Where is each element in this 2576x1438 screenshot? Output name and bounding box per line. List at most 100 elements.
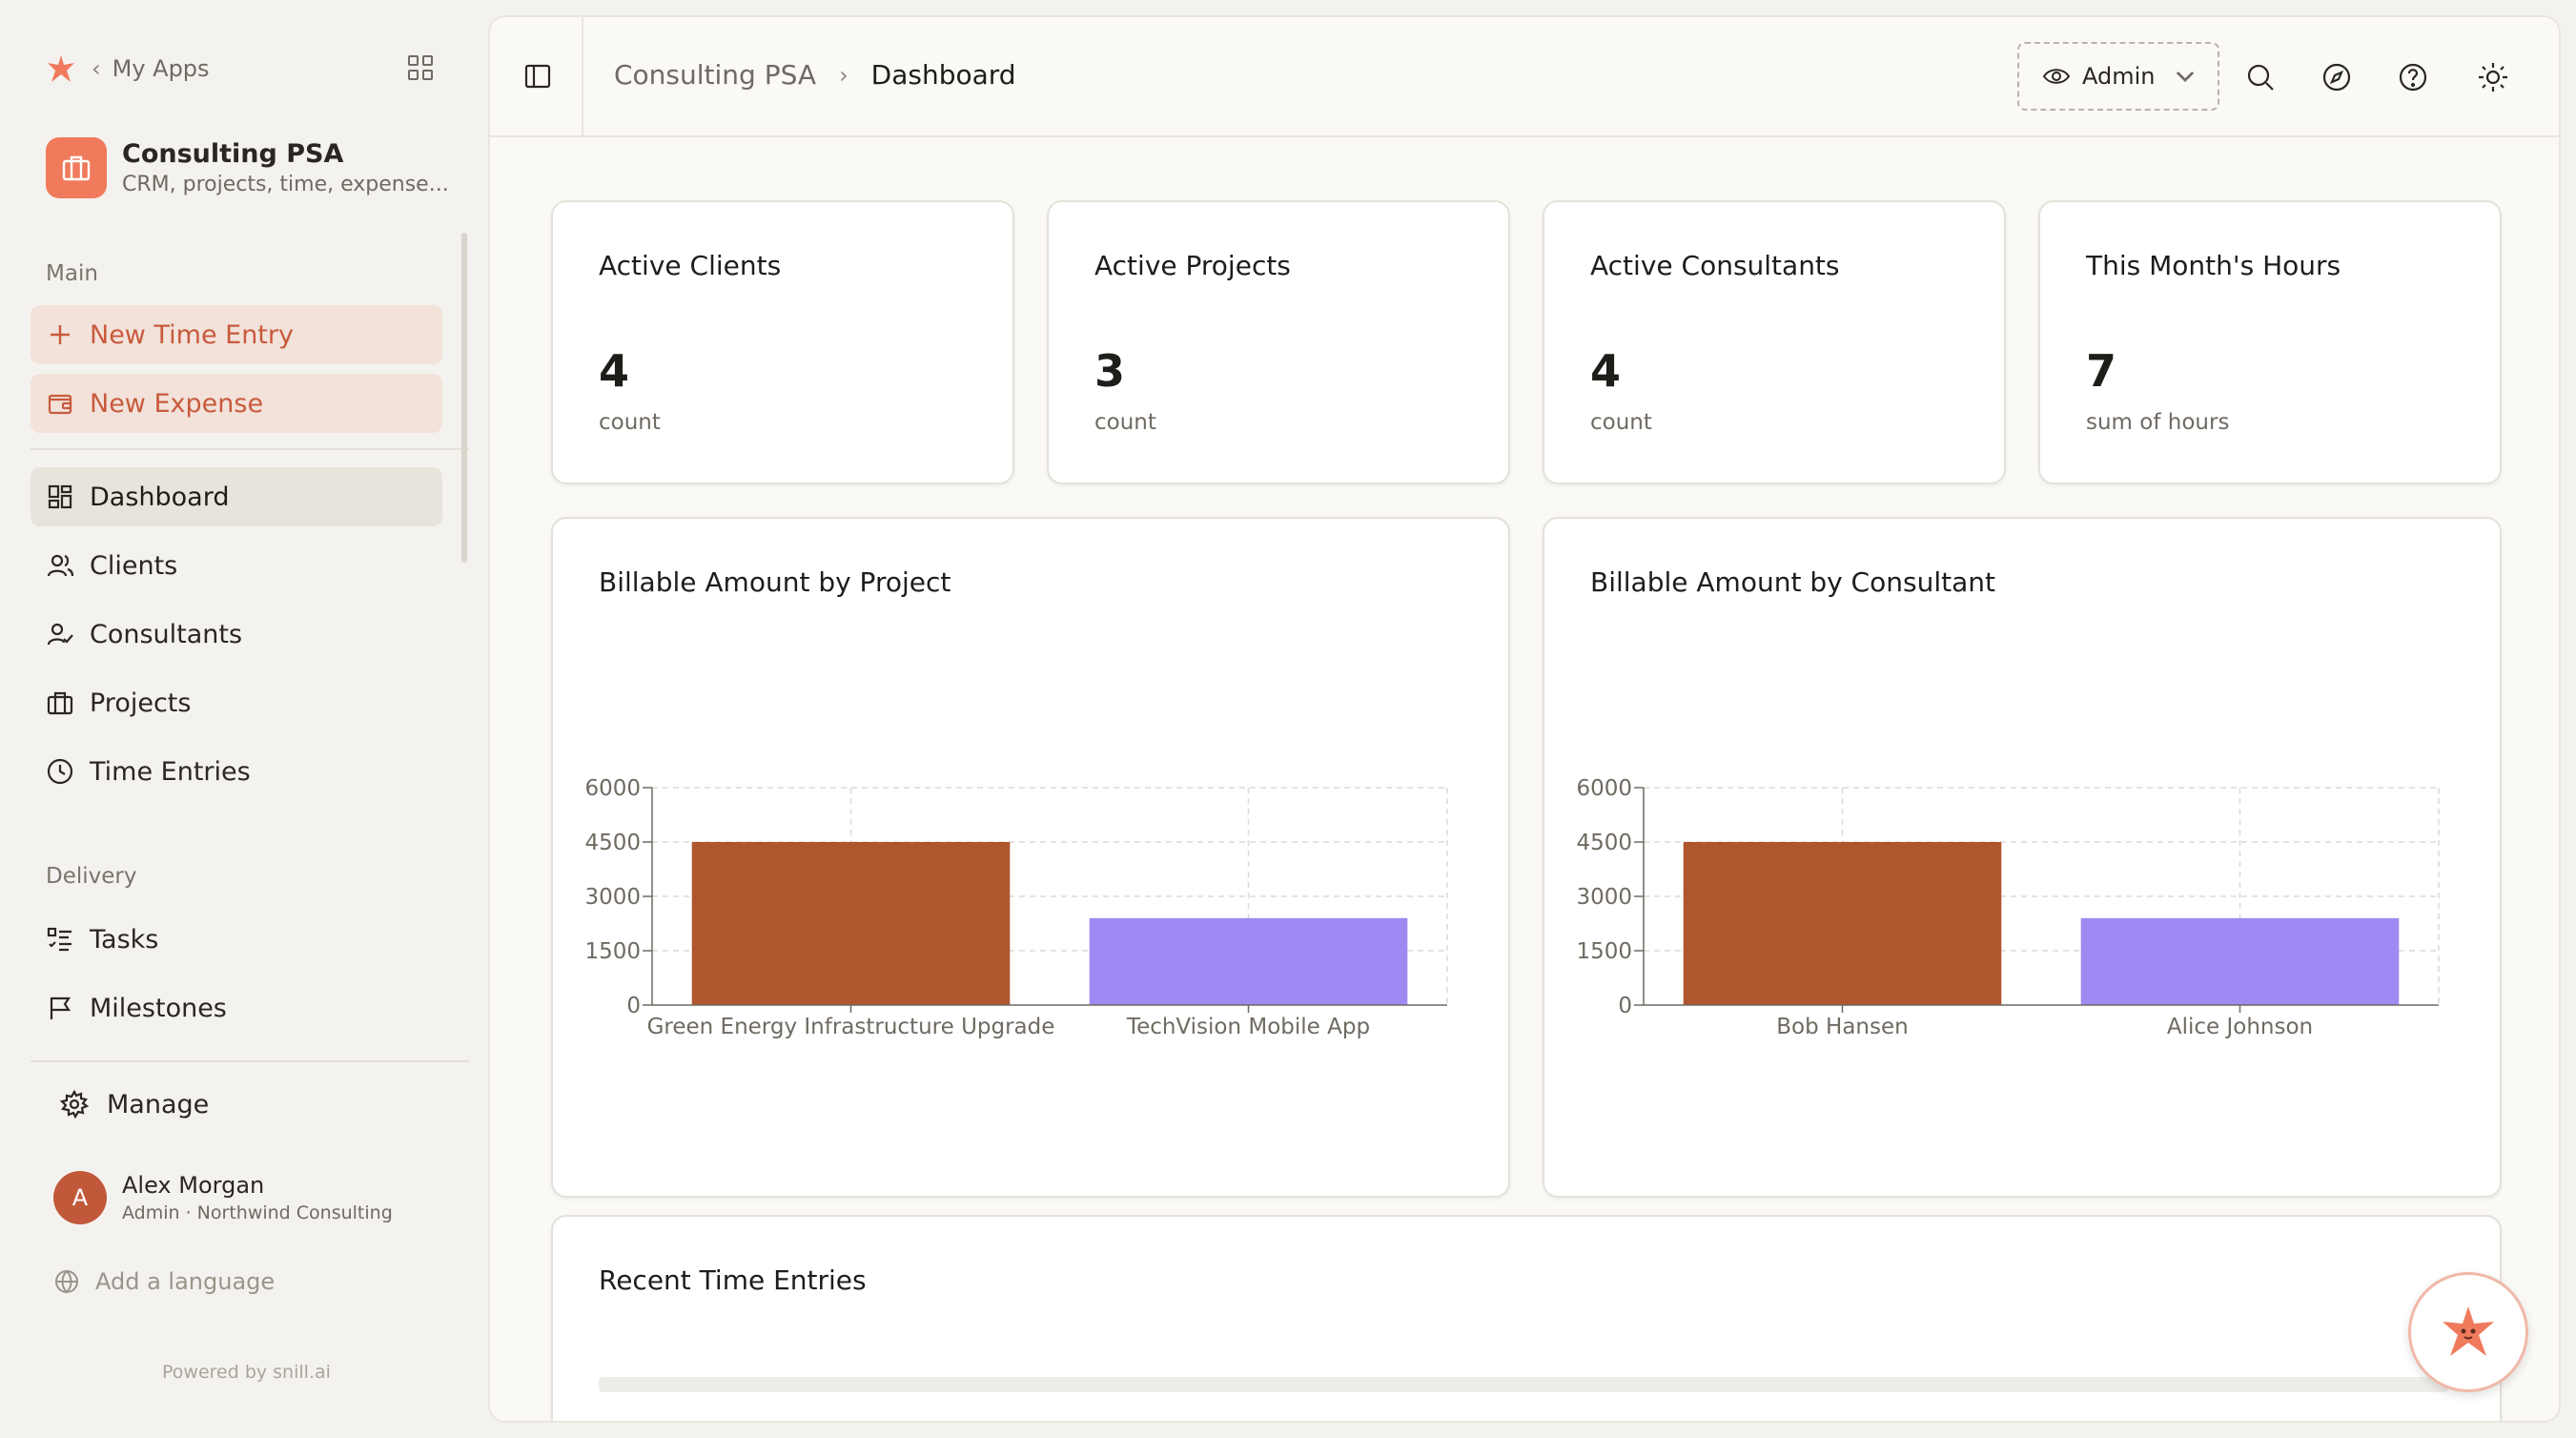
section-label-main: Main [46, 261, 98, 286]
app-subtitle: CRM, projects, time, expense... [122, 173, 449, 196]
avatar: A [53, 1171, 107, 1224]
powered-by[interactable]: Powered by snill.ai [162, 1362, 331, 1383]
help-icon[interactable] [2397, 61, 2429, 93]
sidebar-scrollbar[interactable] [461, 233, 467, 563]
header-divider [582, 17, 583, 137]
table-header-placeholder [599, 1377, 2448, 1392]
sidebar-item-clients[interactable]: Clients [31, 536, 442, 595]
x-tick-label: TechVision Mobile App [1126, 1015, 1370, 1039]
kpi-value: 4 [1590, 345, 1622, 397]
kpi-card-active-clients: Active Clients 4 count [551, 200, 1014, 484]
kpi-unit: sum of hours [2086, 410, 2230, 435]
snill-logo-icon [48, 55, 74, 82]
add-language-label: Add a language [95, 1268, 276, 1295]
manage-label: Manage [107, 1089, 210, 1120]
sidebar-item-label: Consultants [90, 619, 243, 649]
breadcrumb-app[interactable]: Consulting PSA [614, 59, 817, 91]
kpi-card-active-consultants: Active Consultants 4 count [1543, 200, 2006, 484]
sidebar-item-milestones[interactable]: Milestones [31, 978, 442, 1037]
chart-card-by-consultant: Billable Amount by Consultant 0 1500 3000 4… [1543, 517, 2502, 1198]
clock-icon [47, 758, 73, 785]
compass-icon[interactable] [2320, 61, 2353, 93]
user-role: Admin · Northwind Consulting [122, 1202, 393, 1223]
sidebar-item-dashboard[interactable]: Dashboard [31, 467, 442, 526]
y-tick-label: 6000 [1576, 776, 1632, 801]
y-tick-label: 0 [1618, 994, 1632, 1018]
user-check-icon [47, 623, 73, 646]
manage-button[interactable]: Manage [59, 1089, 209, 1120]
bar [1089, 917, 1408, 1005]
my-apps-label: My Apps [112, 55, 210, 82]
bar [691, 842, 1011, 1005]
sidebar-item-tasks[interactable]: Tasks [31, 910, 442, 969]
wallet-icon [48, 394, 72, 415]
kpi-unit: count [1094, 410, 1156, 435]
dashboard-icon [48, 484, 72, 509]
y-tick-label: 1500 [1576, 939, 1632, 964]
divider [31, 1060, 469, 1062]
y-tick-label: 6000 [584, 776, 641, 801]
kpi-title: This Month's Hours [2086, 250, 2341, 281]
kpi-value: 7 [2086, 345, 2117, 397]
chevron-right-icon: › [839, 61, 848, 89]
new-expense-label: New Expense [90, 388, 264, 419]
sidebar-item-consultants[interactable]: Consultants [31, 605, 442, 664]
briefcase-app-icon [46, 137, 107, 198]
chart-title: Billable Amount by Project [599, 566, 951, 598]
sun-icon[interactable] [2477, 61, 2509, 93]
app-title: Consulting PSA [122, 139, 344, 169]
role-selector[interactable]: Admin [2017, 42, 2219, 111]
x-tick-label: Bob Hansen [1776, 1015, 1908, 1039]
my-apps-link[interactable]: ‹ My Apps [44, 50, 435, 88]
new-expense-button[interactable]: New Expense [31, 374, 442, 433]
list-check-icon [47, 927, 72, 952]
y-tick-label: 3000 [584, 885, 641, 910]
role-label: Admin [2082, 63, 2156, 90]
y-tick-label: 4500 [584, 831, 641, 855]
chart-title: Billable Amount by Consultant [1590, 566, 1995, 598]
search-icon[interactable] [2244, 61, 2277, 93]
y-tick-label: 4500 [1576, 831, 1632, 855]
kpi-unit: count [599, 410, 661, 435]
bar-chart-by-project: 0 1500 3000 4500 6000 Green Energy Infrastruc… [584, 776, 1448, 1039]
chevron-left-icon: ‹ [92, 55, 101, 82]
chevron-down-icon [2176, 71, 2194, 83]
bar [1683, 842, 2002, 1005]
kpi-value: 3 [1094, 345, 1126, 397]
breadcrumb: Consulting PSA › Dashboard [614, 59, 1016, 91]
assistant-star-icon [2443, 1306, 2494, 1356]
sidebar-toggle-icon[interactable] [522, 61, 553, 92]
plus-icon [51, 325, 70, 344]
y-tick-label: 1500 [584, 939, 641, 964]
globe-icon [55, 1270, 78, 1294]
bar-chart-by-consultant: 0 1500 3000 4500 6000 Bob Hansen Alice Johnson [1576, 776, 2440, 1039]
sidebar-item-label: Milestones [90, 993, 227, 1023]
recent-title: Recent Time Entries [599, 1264, 867, 1296]
user-profile[interactable]: A Alex Morgan Admin · Northwind Consulti… [53, 1171, 393, 1224]
eye-icon [2042, 69, 2071, 84]
x-tick-label: Alice Johnson [2167, 1015, 2313, 1039]
briefcase-icon [47, 691, 73, 715]
new-time-entry-button[interactable]: New Time Entry [31, 305, 442, 364]
main-header: Consulting PSA › Dashboard Admin [490, 17, 2559, 137]
apps-grid-icon[interactable] [406, 53, 435, 82]
divider [31, 448, 469, 450]
section-label-delivery: Delivery [46, 864, 137, 889]
sidebar-item-label: Clients [90, 550, 178, 581]
recent-time-entries-card: Recent Time Entries [551, 1215, 2502, 1421]
sidebar-item-projects[interactable]: Projects [31, 673, 442, 732]
user-name: Alex Morgan [122, 1172, 265, 1199]
kpi-title: Active Clients [599, 250, 782, 281]
new-time-entry-label: New Time Entry [90, 319, 294, 350]
kpi-card-active-projects: Active Projects 3 count [1047, 200, 1510, 484]
kpi-title: Active Consultants [1590, 250, 1840, 281]
y-tick-label: 3000 [1576, 885, 1632, 910]
add-language-button[interactable]: Add a language [53, 1268, 275, 1295]
sidebar-item-label: Tasks [90, 924, 159, 955]
sidebar-item-label: Dashboard [90, 482, 230, 512]
x-tick-label: Green Energy Infrastructure Upgrade [647, 1015, 1055, 1039]
kpi-value: 4 [599, 345, 630, 397]
assistant-button[interactable] [2408, 1272, 2528, 1392]
app-identity: Consulting PSA CRM, projects, time, expe… [46, 134, 456, 202]
sidebar-item-time-entries[interactable]: Time Entries [31, 742, 442, 801]
